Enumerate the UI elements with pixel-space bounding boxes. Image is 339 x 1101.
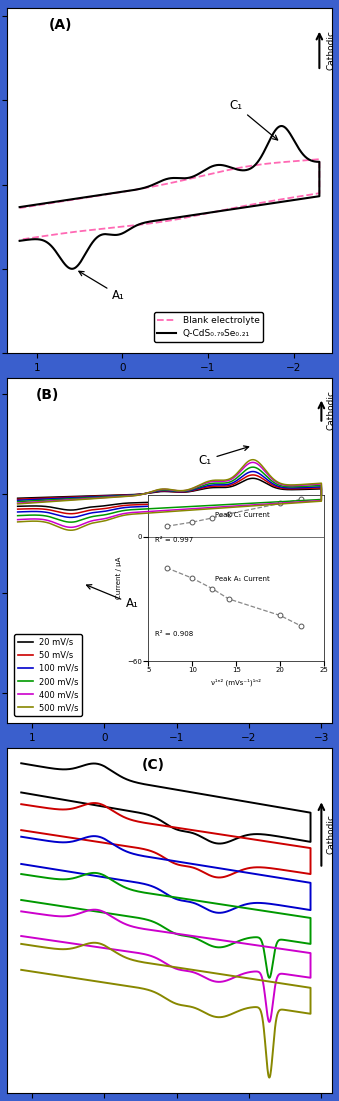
Text: Cathodic: Cathodic [326,30,335,69]
Text: (C): (C) [142,757,165,772]
Text: Cathodic: Cathodic [326,814,335,854]
Text: Cathodic: Cathodic [326,390,335,429]
Text: A₁: A₁ [86,585,139,610]
X-axis label: Potential / V vs NHE: Potential / V vs NHE [107,749,232,759]
Legend: Blank electrolyte, Q-CdS₀.₇₉Se₀.₂₁: Blank electrolyte, Q-CdS₀.₇₉Se₀.₂₁ [154,313,263,342]
Y-axis label: Current / a.u.: Current / a.u. [0,883,1,958]
Text: (A): (A) [49,18,73,32]
Legend: 20 mV/s, 50 mV/s, 100 mV/s, 200 mV/s, 400 mV/s, 500 mV/s: 20 mV/s, 50 mV/s, 100 mV/s, 200 mV/s, 40… [14,634,82,716]
X-axis label: Potential / V vs NHE: Potential / V vs NHE [107,379,232,389]
Text: C₁: C₁ [230,99,278,140]
Text: C₁: C₁ [198,446,249,467]
Text: A₁: A₁ [79,271,125,302]
Text: (B): (B) [36,388,59,402]
